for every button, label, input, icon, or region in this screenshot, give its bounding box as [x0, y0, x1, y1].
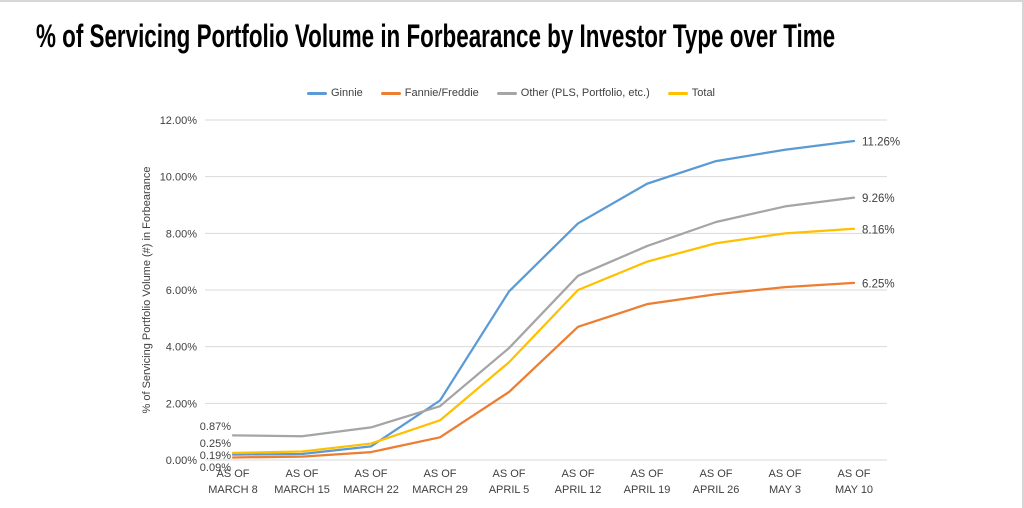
- data-label-end-ginnie: 11.26%: [862, 136, 900, 148]
- data-label-start-ginnie: 0.19%: [200, 450, 231, 462]
- series-line-total: [231, 227, 856, 455]
- data-label-end-other-pls-portfolio-etc: 9.26%: [862, 193, 895, 205]
- y-axis-tick-label: 4.00%: [166, 342, 197, 354]
- x-axis-tick-label: AS OF MARCH 8: [208, 468, 258, 496]
- y-axis-tick-label: 10.00%: [160, 172, 198, 184]
- x-axis-tick-label: AS OF MAY 3: [768, 468, 801, 496]
- y-axis-title: % of Servicing Portfolio Volume (#) in F…: [141, 166, 153, 413]
- series-line-fannie-freddie: [231, 281, 856, 459]
- x-axis-tick-label: AS OF MAY 10: [835, 468, 873, 496]
- series-line-ginnie: [231, 139, 856, 456]
- chart-title: % of Servicing Portfolio Volume in Forbe…: [36, 18, 1022, 55]
- legend-item-other-pls-portfolio-etc: Other (PLS, Portfolio, etc.): [496, 87, 650, 99]
- data-label-start-other-pls-portfolio-etc: 0.87%: [200, 421, 231, 433]
- data-label-start-total: 0.25%: [200, 438, 231, 450]
- x-axis-tick-label: AS OF APRIL 12: [555, 468, 602, 496]
- data-label-end-fannie-freddie: 6.25%: [862, 278, 895, 290]
- legend-label: Fannie/Freddie: [404, 87, 479, 99]
- x-axis-tick-label: AS OF APRIL 19: [624, 468, 671, 496]
- x-axis-tick-label: AS OF APRIL 5: [489, 468, 530, 496]
- legend-item-ginnie: Ginnie: [306, 87, 363, 99]
- legend-line-icon: [380, 91, 401, 95]
- x-axis-tick-label: AS OF MARCH 15: [274, 468, 330, 496]
- x-axis-tick-label: AS OF MARCH 29: [412, 468, 468, 496]
- x-axis-tick-label: AS OF APRIL 26: [693, 468, 740, 496]
- y-axis-tick-label: 0.00%: [166, 455, 197, 467]
- legend: Ginnie Fannie/Freddie Other (PLS, Portfoli…: [0, 87, 1022, 99]
- legend-line-icon: [667, 91, 688, 95]
- y-axis-tick-label: 6.00%: [166, 285, 197, 297]
- legend-label: Ginnie: [330, 87, 363, 99]
- y-axis-tick-label: 8.00%: [166, 228, 197, 240]
- data-label-start-fannie-freddie: 0.09%: [200, 462, 231, 474]
- legend-item-total: Total: [667, 87, 716, 99]
- legend-label: Other (PLS, Portfolio, etc.): [520, 87, 650, 99]
- legend-line-icon: [496, 91, 517, 95]
- y-axis-tick-label: 2.00%: [166, 398, 197, 410]
- series-line-other-pls-portfolio-etc: [231, 196, 856, 438]
- chart-title-text: % of Servicing Portfolio Volume in Forbe…: [36, 18, 836, 54]
- y-axis-tick-label: 12.00%: [160, 115, 198, 127]
- legend-line-icon: [306, 91, 327, 95]
- data-label-end-total: 8.16%: [862, 224, 895, 236]
- legend-label: Total: [691, 87, 716, 99]
- x-axis-tick-label: AS OF MARCH 22: [343, 468, 399, 496]
- legend-item-fannie-freddie: Fannie/Freddie: [380, 87, 479, 99]
